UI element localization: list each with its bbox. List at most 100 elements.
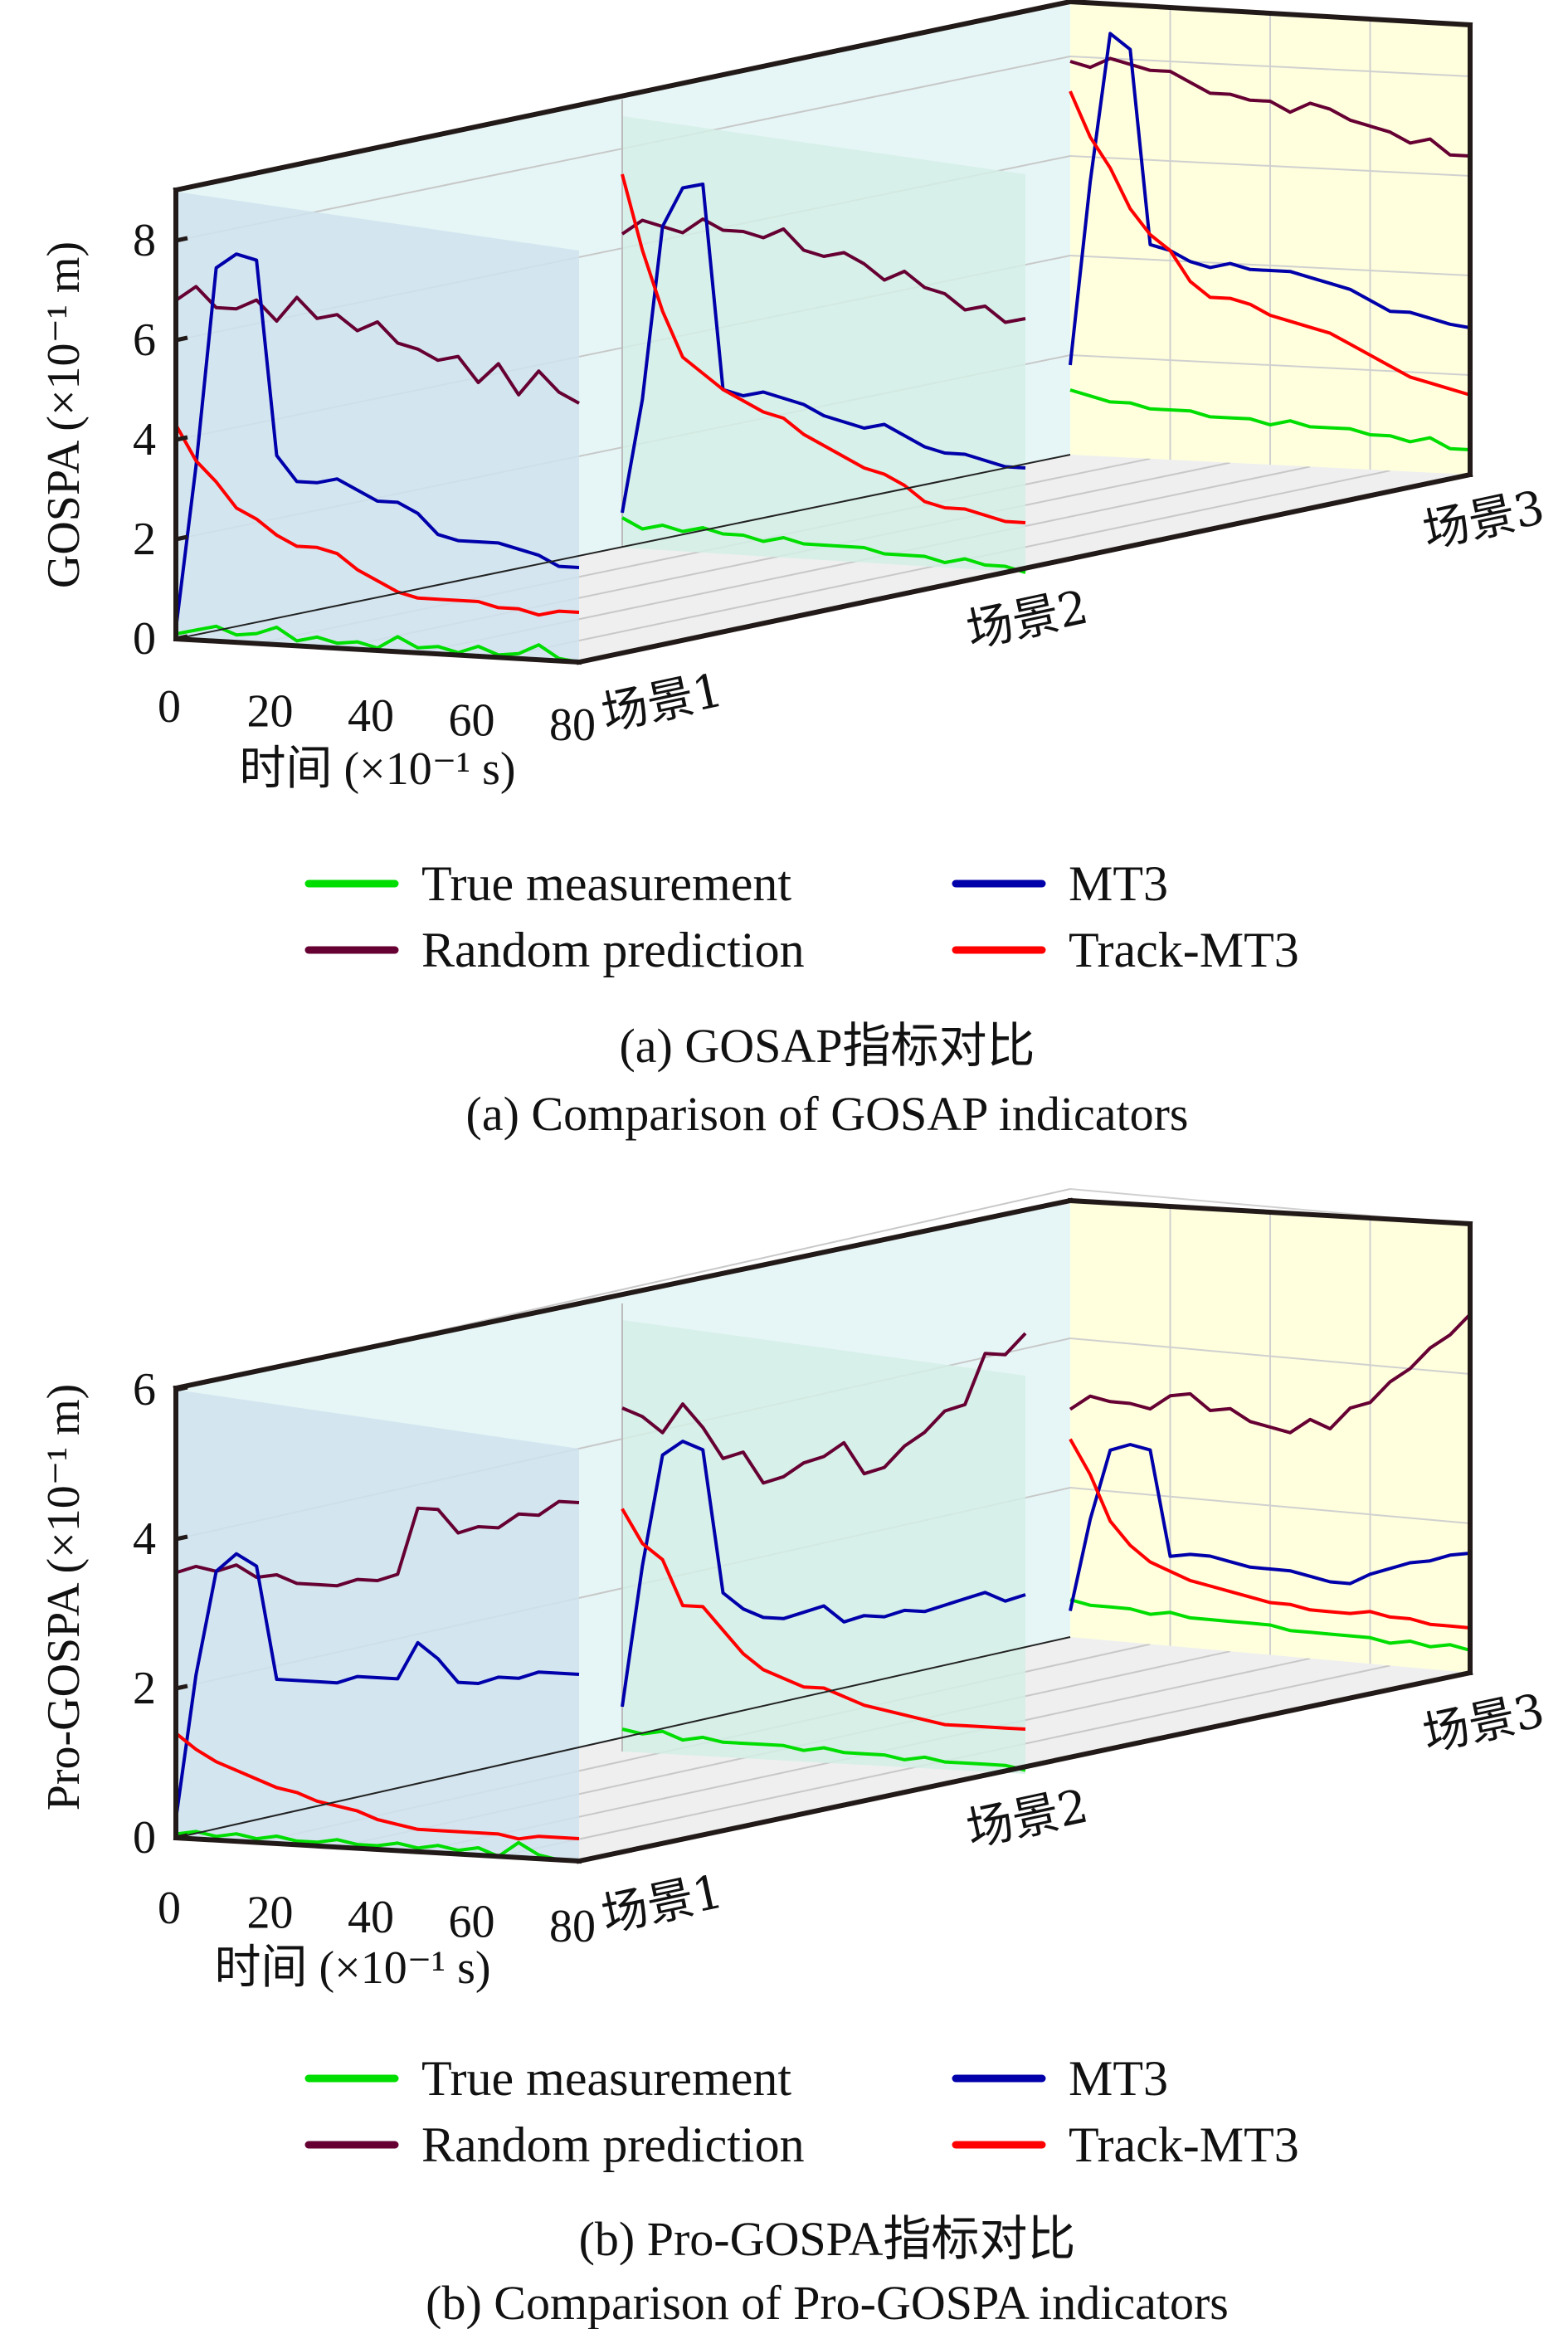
scene2-track-mt3-line [621, 173, 1026, 524]
legend: True measurement MT3 Random prediction T… [304, 2051, 1299, 2172]
scene1-plane [176, 192, 579, 662]
y-axis-label: Pro-GOSPA (×10⁻¹ m) [38, 1384, 90, 1811]
scene3-mt3-line [1069, 1443, 1471, 1611]
gridline [1069, 255, 1471, 276]
gridline [1069, 1487, 1471, 1524]
y-tick-mark [175, 335, 188, 343]
scene3-true-measurement-line [1069, 1598, 1471, 1652]
scene3-mt3-line [1069, 32, 1471, 366]
scene1-track-mt3-line [174, 1732, 580, 1841]
y-tick-mark [175, 1683, 188, 1691]
caption-en: (a) Comparison of GOSAP indicators [466, 1087, 1189, 1141]
x-axis-label: 时间 (×10⁻¹ s) [214, 1942, 490, 1994]
x-tick-labels: 0 20 40 60 80 [158, 1883, 596, 1952]
y-tick-label: 0 [133, 613, 156, 665]
x-tick-label: 40 [348, 1892, 394, 1943]
x-tick-labels: 0 20 40 60 80 [158, 681, 596, 751]
legend-label-track-mt3: Track-MT3 [1069, 923, 1299, 977]
y-tick-mark [175, 236, 188, 243]
scene1-mt3-line [174, 1552, 580, 1820]
x-tick-label: 80 [549, 699, 596, 751]
top-left-edge [173, 1197, 1074, 1391]
y-tick-label: 0 [133, 1812, 156, 1864]
scene1-plane [176, 1390, 579, 1861]
gridline [1069, 56, 1471, 77]
box-frame [173, 0, 1473, 665]
front-bottom-edge [173, 1834, 582, 1864]
scene-label-1: 场景1 [597, 1864, 728, 1942]
top-left-edge [173, 0, 1074, 193]
scene-label-1: 场景1 [597, 663, 728, 741]
caption-cn: (a) GOSAP指标对比 [619, 1019, 1035, 1073]
legend-label-mt3: MT3 [1069, 856, 1168, 911]
floor-right-edge [576, 1669, 1473, 1864]
x-tick-label: 20 [247, 1888, 294, 1939]
x-tick-label: 80 [549, 1901, 596, 1952]
plot-lines [174, 1313, 1472, 1863]
caption-en: (b) Comparison of Pro-GOSPA indicators [426, 2276, 1229, 2329]
y-tick-mark [175, 534, 188, 542]
legend-label-mt3: MT3 [1069, 2051, 1168, 2106]
legend-label-random-prediction: Random prediction [421, 923, 805, 977]
scene-label-2: 场景2 [962, 1779, 1093, 1857]
scene2-plane [622, 1320, 1025, 1774]
scene-label-3: 场景3 [1418, 480, 1549, 558]
x-tick-label: 20 [247, 686, 294, 738]
scene3-track-mt3-line [1069, 1438, 1471, 1630]
panel-b-pro-gospa: 0 2 4 6 0 20 40 60 80 场景1 场景2 场景3 Pro-GOSPA (×10⁻… [38, 1188, 1549, 2329]
gridline [1069, 1337, 1471, 1375]
x-tick-label: 0 [158, 681, 181, 733]
floor-right-edge [576, 471, 1473, 665]
y-tick-label: 2 [133, 1663, 156, 1714]
y-tick-label: 2 [133, 514, 156, 565]
x-axis-label: 时间 (×10⁻¹ s) [239, 743, 515, 795]
scene2-mt3-line [621, 1440, 1026, 1708]
plot-lines [174, 32, 1471, 664]
x-tick-label: 60 [449, 695, 495, 747]
scene2-mt3-line [621, 183, 1026, 514]
caption-cn: (b) Pro-GOSPA指标对比 [579, 2212, 1076, 2266]
scene-label-3: 场景3 [1418, 1683, 1549, 1761]
x-tick-label: 60 [449, 1897, 495, 1948]
legend-label-track-mt3: Track-MT3 [1069, 2117, 1299, 2172]
legend-label-true-measurement: True measurement [421, 856, 791, 911]
y-tick-label: 8 [133, 215, 156, 266]
scene2-track-mt3-line [621, 1508, 1026, 1731]
y-tick-label: 6 [133, 1364, 156, 1415]
scene1-random-prediction-line [174, 285, 580, 405]
scene1-true-measurement-line [175, 1830, 580, 1863]
top-back-edge [1067, 0, 1473, 28]
y-axis-label: GOSPA (×10⁻¹ m) [38, 241, 90, 588]
floor-left-edge [175, 454, 1071, 640]
y-tick-label: 4 [133, 414, 156, 465]
gridline [1069, 155, 1471, 177]
scene3-random-prediction-line [1069, 1313, 1472, 1435]
top-back-edge [1067, 1197, 1473, 1227]
legend-label-random-prediction: Random prediction [421, 2117, 805, 2172]
y-tick-mark [175, 1833, 188, 1840]
scene2-true-measurement-line [621, 1727, 1026, 1772]
scene1-mt3-line [174, 252, 580, 630]
box-frame [173, 1197, 1473, 1864]
scene-label-2: 场景2 [962, 580, 1093, 658]
y-tick-labels: 0 2 4 6 [133, 1364, 188, 1864]
legend-label-true-measurement: True measurement [421, 2051, 791, 2106]
scene1-random-prediction-line [175, 1499, 580, 1588]
scene3-true-measurement-line [1069, 388, 1471, 451]
legend: True measurement MT3 Random prediction T… [304, 856, 1299, 977]
y-tick-mark [175, 1534, 188, 1542]
scene3-track-mt3-line [1069, 90, 1471, 397]
x-tick-label: 0 [158, 1883, 181, 1934]
scene2-random-prediction-line [621, 1332, 1027, 1485]
scene3-random-prediction-line [1069, 56, 1471, 158]
x-tick-label: 40 [348, 690, 394, 742]
y-tick-mark [175, 1385, 188, 1392]
scene1-track-mt3-line [174, 424, 580, 617]
front-bottom-edge [173, 636, 582, 665]
panel-a-gospa: 0 2 4 6 8 0 20 40 60 80 场景1 场景2 场景3 GOSPA (×10⁻¹ m… [38, 0, 1549, 1141]
scene2-plane [622, 116, 1025, 573]
y-tick-mark [175, 435, 188, 442]
y-tick-label: 4 [133, 1513, 156, 1565]
y-tick-labels: 0 2 4 6 8 [133, 215, 188, 665]
